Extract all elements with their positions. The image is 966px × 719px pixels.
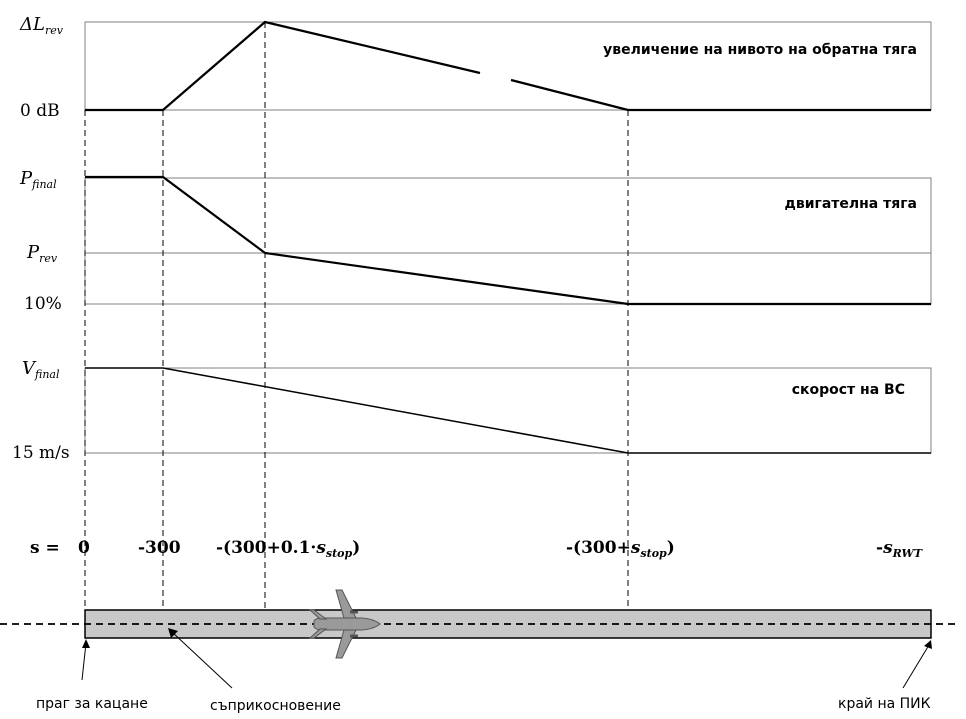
speed-panel-frame: [84, 367, 932, 454]
speed-panel-title: скорост на ВС: [792, 382, 905, 398]
reverse-panel-frame: [84, 21, 932, 111]
s-axis-label: s =: [30, 538, 60, 558]
thrust-y-mid-label: Prev: [26, 242, 58, 265]
runway-end-label: край на ПИК: [838, 696, 931, 712]
s-tick-runway-end: -sRWT: [876, 538, 923, 560]
s-tick-300: -300: [138, 538, 181, 558]
touchdown-arrow: [171, 631, 233, 689]
speed-y-top-label: Vfinal: [22, 358, 60, 381]
speed-curve: [85, 367, 931, 454]
reverse-panel: ΔLrev 0 dB увеличение на нивото на обрат…: [19, 14, 932, 121]
s-axis-labels: s = 0 -300 -(300+0.1·sstop) -(300+sstop)…: [30, 538, 923, 560]
thrust-y-bottom-label: 10%: [24, 294, 62, 314]
touchdown-label: съприкосновение: [210, 698, 341, 714]
s-tick-reverse-peak: -(300+0.1·sstop): [216, 538, 360, 560]
threshold-label: праг за кацане: [36, 696, 148, 712]
reverse-y-bottom-label: 0 dB: [20, 101, 60, 121]
thrust-y-top-label: Pfinal: [19, 168, 57, 191]
threshold-arrow: [81, 642, 87, 681]
s-tick-stop: -(300+sstop): [566, 538, 675, 560]
aircraft-icon: [308, 589, 381, 659]
thrust-panel: Pfinal Prev 10% двигателна тяга: [19, 168, 932, 314]
reverse-panel-title: увеличение на нивото на обратна тяга: [603, 42, 917, 58]
runway-strip: [84, 609, 932, 639]
annotation-arrows: [81, 628, 932, 689]
reverse-y-top-label: ΔLrev: [19, 14, 64, 37]
runway: [0, 609, 960, 639]
s-tick-zero: 0: [78, 538, 90, 558]
speed-y-bottom-label: 15 m/s: [12, 443, 70, 463]
reverse-level-curve: [85, 20, 931, 112]
thrust-panel-title: двигателна тяга: [785, 196, 917, 212]
runway-end-arrow: [902, 644, 930, 689]
speed-panel: Vfinal 15 m/s скорост на ВС: [12, 358, 932, 463]
position-guides: [84, 22, 629, 610]
